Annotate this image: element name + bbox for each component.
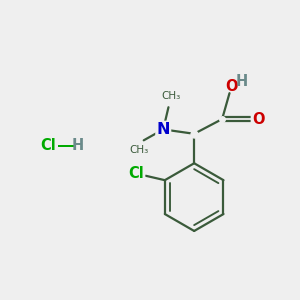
Text: Cl: Cl — [40, 138, 56, 153]
Text: H: H — [72, 138, 84, 153]
Text: Cl: Cl — [128, 166, 144, 181]
Text: CH₃: CH₃ — [129, 145, 148, 155]
Text: O: O — [252, 112, 264, 127]
Text: N: N — [157, 122, 170, 137]
Text: O: O — [226, 79, 238, 94]
Text: H: H — [236, 74, 248, 89]
Text: CH₃: CH₃ — [161, 92, 180, 101]
